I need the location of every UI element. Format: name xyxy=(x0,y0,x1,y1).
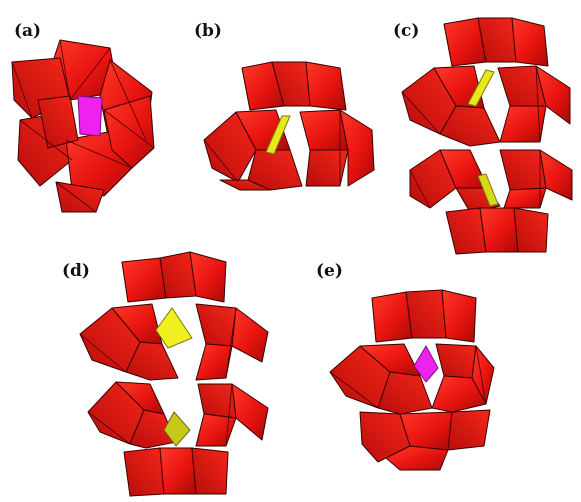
panel-a-central-tetrahedron xyxy=(77,95,103,137)
panel-e-cluster xyxy=(329,289,495,471)
panel-b-label: (b) xyxy=(194,21,222,41)
panel-c: (c) xyxy=(393,17,573,255)
panel-a-label: (a) xyxy=(14,21,41,41)
panel-b-central-tetrahedron xyxy=(265,115,291,155)
panel-c-upper-tetrahedron xyxy=(467,69,495,107)
panel-c-label: (c) xyxy=(393,21,419,41)
panel-b: (b) xyxy=(194,21,375,191)
panel-d: (d) xyxy=(62,251,269,497)
panel-e-central-tetrahedron xyxy=(413,344,439,383)
panel-b-cluster xyxy=(203,61,375,191)
panel-c-lower-tetrahedron xyxy=(477,173,499,207)
panel-d-label: (d) xyxy=(62,261,90,281)
panel-a: (a) xyxy=(11,21,155,213)
panel-e: (e) xyxy=(316,261,495,471)
panel-d-cluster xyxy=(79,251,269,497)
panel-e-label: (e) xyxy=(316,261,343,281)
panel-a-cluster xyxy=(11,39,155,213)
panel-d-lower-tetrahedron xyxy=(163,411,191,447)
panel-d-upper-tetrahedron xyxy=(155,307,193,349)
panel-c-cluster xyxy=(401,17,573,255)
